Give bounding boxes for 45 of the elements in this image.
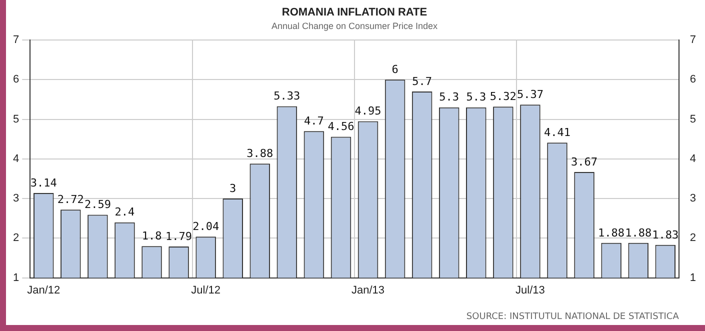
y2-tick-label: 5 — [690, 113, 696, 126]
data-label: 5.32 — [490, 90, 516, 103]
data-label: 3.14 — [30, 176, 58, 190]
data-label: 5.3 — [466, 90, 486, 104]
y2-tick-label: 2 — [690, 232, 696, 244]
y2-tick-label: 4 — [690, 152, 696, 165]
chart-subtitle: Annual Change on Consumer Price Index — [271, 21, 438, 32]
data-label: 5.33 — [274, 90, 300, 103]
data-label: 2.4 — [114, 206, 136, 219]
data-label: 1.83 — [652, 228, 679, 242]
data-label: 4.41 — [544, 126, 570, 140]
source-note: SOURCE: INSTITUTUL NATIONAL DE STATISTICA — [466, 312, 680, 322]
y-tick-label: 1 — [12, 272, 20, 284]
x-tick-label: Jan/12 — [27, 284, 60, 296]
y-tick-label: 4 — [12, 152, 20, 165]
chart-title: ROMANIA INFLATION RATE — [282, 6, 428, 19]
y2-tick-label: 7 — [690, 34, 696, 46]
data-label: 2.72 — [57, 192, 84, 206]
data-label: 1.79 — [166, 230, 192, 243]
data-label: 5.7 — [412, 74, 432, 88]
y-tick-label: 5 — [12, 113, 20, 126]
y2-tick-label: 1 — [690, 272, 696, 284]
data-label: 3 — [230, 182, 236, 195]
data-label: 1.8 — [142, 229, 162, 242]
data-label: 5.3 — [439, 90, 460, 104]
data-label: 3.67 — [571, 155, 598, 168]
data-label: 3.88 — [246, 147, 274, 160]
y2-tick-label: 3 — [690, 192, 696, 205]
y-tick-label: 7 — [12, 34, 20, 46]
data-label: 4.95 — [354, 104, 382, 118]
x-tick-label: Jan/13 — [352, 284, 385, 296]
data-label: 4.7 — [304, 114, 324, 128]
data-label: 1.88 — [598, 226, 625, 240]
data-label: 2.04 — [192, 220, 220, 233]
y-tick-label: 3 — [12, 192, 20, 205]
y2-tick-label: 6 — [690, 74, 696, 86]
data-label: 6 — [392, 62, 398, 76]
y-tick-label: 6 — [12, 74, 20, 86]
data-label: 5.37 — [516, 88, 544, 101]
data-label: 1.88 — [625, 226, 652, 240]
x-tick-label: Jul/12 — [191, 284, 221, 296]
x-tick-label: Jul/13 — [516, 284, 545, 296]
data-label: 2.59 — [84, 198, 111, 212]
data-label: 4.56 — [328, 120, 354, 134]
y-tick-label: 2 — [12, 232, 20, 244]
